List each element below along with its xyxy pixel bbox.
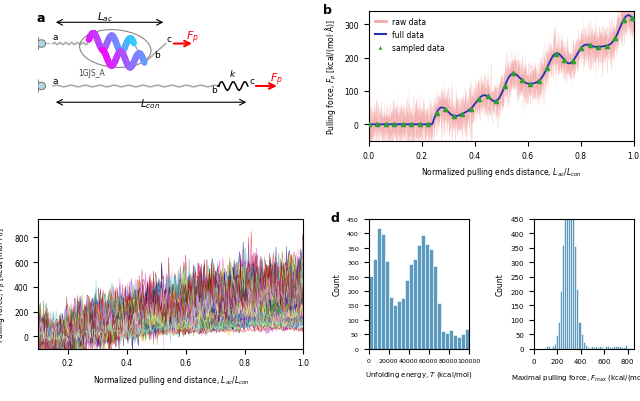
X-axis label: Normalized pulling ends distance, $L_{ac}/L_{con}$: Normalized pulling ends distance, $L_{ac… (420, 166, 581, 179)
Bar (620, 346, 621, 349)
X-axis label: Unfolding energy, $T$ (kcal/mol): Unfolding energy, $T$ (kcal/mol) (365, 369, 472, 379)
Bar (579, 322, 580, 349)
Bar (566, 154, 568, 349)
Bar (611, 347, 613, 349)
Bar (456, 337, 461, 349)
Bar (369, 277, 372, 349)
Circle shape (38, 41, 45, 48)
Bar (408, 265, 413, 349)
Bar (554, 344, 556, 349)
Bar (372, 259, 376, 349)
Bar (597, 347, 599, 349)
Bar (461, 334, 465, 349)
Text: d: d (330, 212, 339, 225)
Text: c: c (249, 77, 254, 86)
Bar (574, 246, 577, 349)
Text: k: k (229, 70, 234, 79)
Bar (589, 348, 591, 349)
Bar (385, 261, 388, 349)
Bar (420, 235, 424, 349)
Bar (550, 348, 552, 349)
Bar (413, 259, 417, 349)
Bar (556, 335, 558, 349)
Bar (627, 348, 630, 349)
Text: a: a (37, 12, 45, 24)
Bar (595, 346, 597, 349)
Text: $F_p$: $F_p$ (186, 29, 198, 46)
Bar (401, 298, 404, 349)
Polygon shape (32, 38, 38, 51)
Legend: raw data, full data, sampled data: raw data, full data, sampled data (372, 16, 447, 55)
Text: b: b (323, 4, 332, 17)
Bar (615, 346, 617, 349)
Circle shape (38, 83, 45, 91)
Bar (381, 234, 385, 349)
Bar (465, 330, 468, 349)
Text: b: b (211, 86, 216, 95)
Bar (564, 203, 566, 349)
Bar (546, 346, 548, 349)
Bar (617, 346, 620, 349)
Bar (404, 280, 408, 349)
Bar (601, 347, 603, 349)
Bar (558, 323, 560, 349)
Bar (568, 138, 570, 349)
X-axis label: Maximal pulling force, $F_{max}$ (kcal/(mol·Å)): Maximal pulling force, $F_{max}$ (kcal/(… (511, 370, 640, 382)
Bar (562, 246, 564, 349)
Bar (433, 267, 436, 349)
Bar (388, 297, 392, 349)
Bar (424, 245, 429, 349)
Polygon shape (32, 81, 38, 93)
Bar (625, 345, 627, 349)
Bar (577, 290, 579, 349)
Bar (417, 246, 420, 349)
Bar (376, 228, 381, 349)
Y-axis label: Count: Count (333, 273, 342, 296)
Bar (560, 291, 562, 349)
Bar (603, 348, 605, 349)
Bar (593, 347, 595, 349)
Text: $L_{con}$: $L_{con}$ (140, 97, 160, 111)
Bar (552, 346, 554, 349)
Text: $L_{ac}$: $L_{ac}$ (97, 10, 113, 24)
X-axis label: Normalized pulling end distance, $L_{ac}/L_{con}$: Normalized pulling end distance, $L_{ac}… (93, 373, 249, 386)
Bar (445, 334, 449, 349)
Bar (621, 347, 623, 349)
Text: 1GJS_A: 1GJS_A (78, 69, 105, 77)
Bar (607, 346, 609, 349)
Bar (392, 305, 397, 349)
Text: $F_p$: $F_p$ (270, 72, 284, 88)
Y-axis label: Count: Count (496, 273, 505, 296)
Bar (572, 192, 574, 349)
Bar (429, 249, 433, 349)
Bar (449, 330, 452, 349)
Bar (582, 342, 584, 349)
Bar (436, 303, 440, 349)
Bar (440, 331, 445, 349)
Bar (605, 346, 607, 349)
Bar (397, 301, 401, 349)
Bar (599, 346, 601, 349)
Text: a: a (53, 77, 58, 86)
Bar (580, 334, 582, 349)
Bar (609, 347, 611, 349)
Bar (613, 346, 615, 349)
Bar (570, 149, 572, 349)
Bar (623, 347, 625, 349)
Text: a: a (53, 32, 58, 41)
Bar (452, 336, 456, 349)
Text: b: b (154, 51, 159, 60)
Bar (584, 345, 587, 349)
Bar (548, 346, 550, 349)
Bar (591, 346, 593, 349)
Y-axis label: Pulling force, $F_p$ [kcal/(mol·Å)]: Pulling force, $F_p$ [kcal/(mol·Å)] (323, 19, 339, 134)
Bar (587, 347, 589, 349)
Y-axis label: Pulling force, $F_p$ [kcal/(mol·Å)]: Pulling force, $F_p$ [kcal/(mol·Å)] (0, 227, 8, 342)
Text: c: c (166, 35, 171, 44)
